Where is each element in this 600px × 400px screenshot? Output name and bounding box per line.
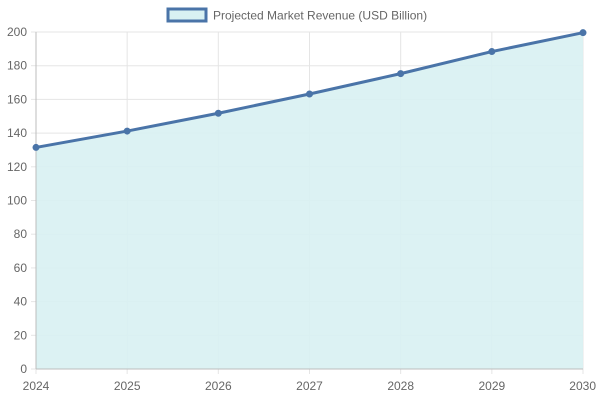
- legend-label: Projected Market Revenue (USD Billion): [213, 9, 427, 23]
- y-tick-label: 0: [20, 362, 27, 376]
- y-tick-label: 180: [7, 59, 27, 73]
- x-tick-label: 2026: [205, 379, 232, 393]
- data-point[interactable]: [214, 109, 222, 117]
- x-tick-label: 2024: [23, 379, 50, 393]
- y-tick-label: 40: [14, 295, 28, 309]
- series-area: [36, 32, 583, 369]
- y-tick-label: 160: [7, 92, 27, 106]
- data-point[interactable]: [32, 143, 40, 151]
- data-point[interactable]: [123, 127, 131, 135]
- series-layer: [32, 29, 587, 151]
- tick-labels: 0 20 40 60 80 100 120 140 160 180 200 2024 2025 2026 2…: [7, 25, 596, 393]
- x-tick-label: 2030: [569, 379, 596, 393]
- data-point[interactable]: [306, 90, 313, 98]
- x-tick-label: 2027: [296, 379, 323, 393]
- legend-swatch: [166, 7, 208, 23]
- x-tick-label: 2025: [114, 379, 141, 393]
- y-tick-label: 140: [7, 126, 27, 140]
- x-tick-label: 2028: [387, 379, 414, 393]
- data-point[interactable]: [579, 29, 587, 37]
- y-tick-label: 80: [14, 227, 28, 241]
- y-tick-label: 200: [7, 25, 27, 39]
- data-point[interactable]: [488, 48, 496, 56]
- area-layer: [36, 32, 583, 369]
- y-tick-label: 20: [14, 328, 28, 342]
- axes: [31, 31, 584, 374]
- y-tick-label: 120: [7, 160, 27, 174]
- data-point[interactable]: [397, 70, 405, 78]
- x-tick-label: 2029: [478, 379, 505, 393]
- legend[interactable]: Projected Market Revenue (USD Billion): [166, 7, 427, 23]
- y-tick-label: 100: [7, 194, 27, 208]
- y-tick-label: 60: [14, 261, 28, 275]
